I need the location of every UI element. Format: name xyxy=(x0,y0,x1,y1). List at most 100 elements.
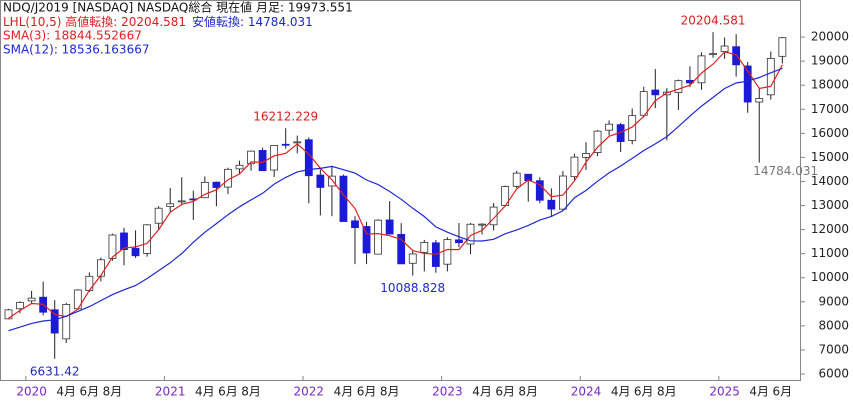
candle-body xyxy=(351,220,359,229)
candle-body xyxy=(755,98,764,103)
lhl-line: LHL(10,5) 高値転換: 20204.581 安値転換: 14784.031 xyxy=(3,14,313,29)
candle-body xyxy=(743,65,752,103)
x-tick-label: 4月 xyxy=(195,385,215,399)
y-tick-label: 18000 xyxy=(811,78,849,92)
candle-body xyxy=(385,219,394,235)
candle-body xyxy=(120,232,128,251)
sma-line xyxy=(8,51,783,319)
x-tick-label: 6月 xyxy=(495,385,515,399)
x-tick-label: 8月 xyxy=(380,385,400,399)
x-tick-label: 2022 xyxy=(294,385,325,399)
price-annotation: 10088.828 xyxy=(380,281,445,295)
x-tick-label: 2023 xyxy=(432,385,463,399)
y-tick-label: 9000 xyxy=(818,294,849,308)
candle-body xyxy=(443,239,452,265)
x-tick-label: 6月 xyxy=(773,385,793,399)
candle-body xyxy=(512,172,521,187)
x-tick-label: 6月 xyxy=(634,385,654,399)
x-tick-label: 4月 xyxy=(334,385,354,399)
legend-entry: SMA(12): 18536.163667 xyxy=(3,43,149,57)
candle-body xyxy=(62,304,71,340)
x-tick-label: 2020 xyxy=(16,385,47,399)
y-tick-label: 15000 xyxy=(811,150,849,164)
candle-body xyxy=(154,207,163,224)
candle-body xyxy=(212,181,221,188)
price-annotation: 16212.229 xyxy=(253,110,318,124)
x-tick-label: 4月 xyxy=(749,385,769,399)
y-tick-label: 12000 xyxy=(811,222,849,236)
y-tick-label: 16000 xyxy=(811,126,849,140)
candle-body xyxy=(85,275,94,291)
candle-body xyxy=(131,247,140,257)
candle-body xyxy=(143,224,152,254)
candle-body xyxy=(339,175,348,222)
candle-body xyxy=(697,55,706,84)
candle-body xyxy=(27,297,36,302)
candle-body xyxy=(674,80,683,93)
price-annotation: 14784.031 xyxy=(753,164,818,178)
y-tick-label: 11000 xyxy=(811,246,849,260)
y-tick-label: 13000 xyxy=(811,198,849,212)
candle-body xyxy=(489,206,498,226)
x-tick-label: 6月 xyxy=(218,385,238,399)
candle-body xyxy=(166,203,175,207)
candle-body xyxy=(97,259,105,277)
candle-body xyxy=(235,164,244,170)
x-tick-label: 6月 xyxy=(80,385,100,399)
plot-frame xyxy=(0,0,801,381)
candle-body xyxy=(570,156,579,178)
candle-body xyxy=(709,53,717,56)
candle-body xyxy=(478,223,486,226)
candle-body xyxy=(16,302,24,310)
x-tick-label: 2024 xyxy=(571,385,602,399)
y-tick-label: 20000 xyxy=(811,30,849,44)
x-tick-label: 6月 xyxy=(357,385,377,399)
candle-body xyxy=(4,309,13,320)
x-tick-label: 4月 xyxy=(611,385,631,399)
candle-body xyxy=(397,234,406,265)
candle-body xyxy=(639,91,648,116)
candle-body xyxy=(408,253,417,264)
sma-line xyxy=(8,67,783,332)
x-tick-label: 8月 xyxy=(241,385,261,399)
candle-body xyxy=(247,150,255,165)
price-annotation: 6631.42 xyxy=(30,364,80,378)
lhl-low: 安値転換: 14784.031 xyxy=(192,14,313,29)
x-tick-label: 4月 xyxy=(472,385,492,399)
legend-entry: SMA(3): 18844.552667 xyxy=(3,29,142,43)
candle-body xyxy=(420,241,429,253)
x-tick-label: 2025 xyxy=(709,385,740,399)
candle-body xyxy=(559,175,567,210)
candle-body xyxy=(778,37,787,57)
y-tick-label: 14000 xyxy=(811,174,849,188)
candle-body xyxy=(50,309,59,334)
candle-body xyxy=(593,130,602,153)
candle-body xyxy=(316,174,325,188)
y-tick-label: 17000 xyxy=(811,102,849,116)
lhl-high: LHL(10,5) 高値転換: 20204.581 xyxy=(3,14,186,29)
y-tick-label: 7000 xyxy=(818,342,849,356)
candle-body xyxy=(293,141,302,144)
candle-body xyxy=(720,45,729,52)
candle-body xyxy=(582,153,590,158)
price-annotation: 20204.581 xyxy=(681,14,746,28)
candle-body xyxy=(766,57,775,96)
candle-body xyxy=(177,200,186,203)
candle-body xyxy=(651,89,660,96)
x-tick-label: 4月 xyxy=(56,385,76,399)
x-tick-label: 8月 xyxy=(518,385,538,399)
x-tick-label: 2021 xyxy=(155,385,186,399)
candle-body xyxy=(362,226,371,254)
chart-title: NDQ/J2019 [NASDAQ] NASDAQ総合 現在値 月足: 1997… xyxy=(3,0,353,15)
x-tick-label: 8月 xyxy=(103,385,123,399)
y-tick-label: 10000 xyxy=(811,270,849,284)
y-tick-label: 19000 xyxy=(811,54,849,68)
candle-body xyxy=(200,181,209,199)
candle-body xyxy=(281,143,290,146)
candle-body xyxy=(327,175,336,187)
candle-body xyxy=(605,123,613,131)
candle-body xyxy=(547,199,556,210)
candle-body xyxy=(374,219,383,255)
